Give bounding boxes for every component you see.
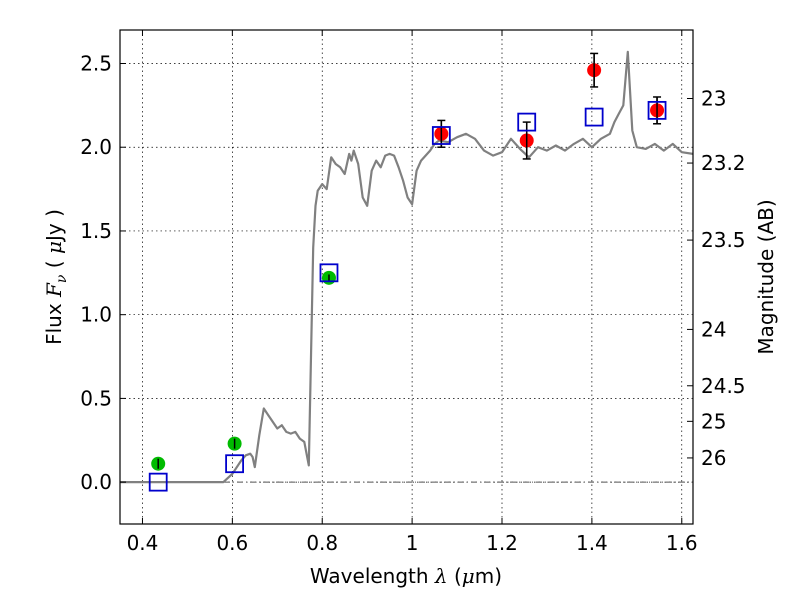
y-axis-label: Flux Fν ( μJy ) bbox=[42, 209, 70, 345]
mag-tick-label: 25 bbox=[701, 409, 726, 433]
plot-frame bbox=[119, 29, 694, 525]
mag-tick-label: 23.2 bbox=[701, 151, 746, 175]
mag-tick-label: 23 bbox=[701, 87, 726, 111]
x-tick-label: 1.6 bbox=[666, 531, 698, 555]
right-axis-label: Magnitude (AB) bbox=[754, 199, 778, 354]
x-tick-label: 1.4 bbox=[576, 531, 608, 555]
x-tick-label: 0.8 bbox=[306, 531, 338, 555]
mag-tick-label: 26 bbox=[701, 446, 726, 470]
mag-tick-label: 23.5 bbox=[701, 228, 746, 252]
model-photometry-square bbox=[584, 107, 604, 127]
y-tick-label: 0.5 bbox=[80, 386, 112, 410]
y-tick-label: 2.5 bbox=[80, 51, 112, 75]
model-photometry-square bbox=[431, 126, 451, 145]
y-tick-label: 1.0 bbox=[80, 303, 112, 327]
y-tick-label: 2.0 bbox=[80, 135, 112, 159]
x-tick-label: 0.6 bbox=[216, 531, 248, 555]
model-photometry-square bbox=[148, 472, 168, 492]
mag-tick-label: 24.5 bbox=[701, 374, 746, 398]
model-photometry-square bbox=[225, 454, 245, 474]
x-tick-label: 1 bbox=[406, 531, 419, 555]
model-photometry-square bbox=[319, 263, 339, 283]
ticks: 0.4 0.6 0.8 1 1.2 1.4 1.6 0.0 0.5 1.0 1.5 2.0 2.5 23 2… bbox=[80, 30, 746, 555]
mag-tick-label: 24 bbox=[701, 317, 726, 341]
y-tick-label: 1.5 bbox=[80, 219, 112, 243]
series-layer bbox=[120, 50, 693, 492]
x-axis-label: Wavelength λ (μm) bbox=[310, 564, 502, 588]
x-tick-label: 1.2 bbox=[486, 531, 518, 555]
model-photometry-square bbox=[647, 100, 667, 120]
x-tick-label: 0.4 bbox=[127, 531, 159, 555]
model-photometry-square bbox=[517, 112, 537, 132]
model-spectrum-line bbox=[120, 50, 693, 484]
y-tick-label: 0.0 bbox=[80, 470, 112, 494]
